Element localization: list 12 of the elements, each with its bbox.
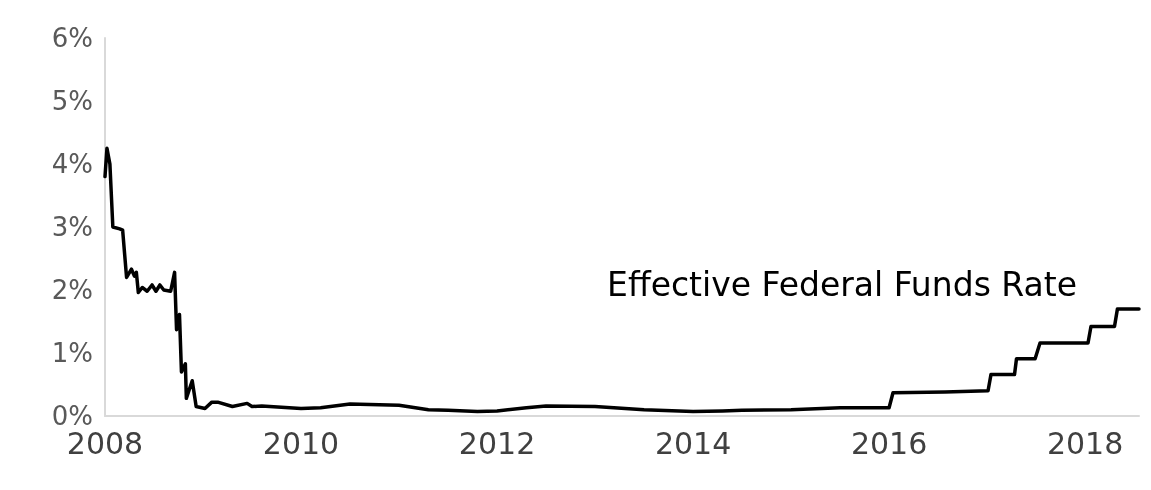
y-tick-label: 2% — [51, 275, 93, 305]
y-tick-label: 3% — [51, 212, 93, 242]
series-label: Effective Federal Funds Rate — [607, 264, 1077, 304]
y-tick-label: 1% — [51, 338, 93, 368]
y-tick-label: 6% — [51, 23, 93, 53]
x-tick-label: 2018 — [1046, 425, 1124, 461]
y-tick-label: 4% — [51, 149, 93, 179]
y-tick-label: 5% — [51, 86, 93, 116]
x-tick-label: 2014 — [654, 425, 732, 461]
x-tick-label: 2016 — [850, 425, 928, 461]
x-tick-label: 2012 — [458, 425, 536, 461]
x-tick-label: 2010 — [262, 425, 340, 461]
